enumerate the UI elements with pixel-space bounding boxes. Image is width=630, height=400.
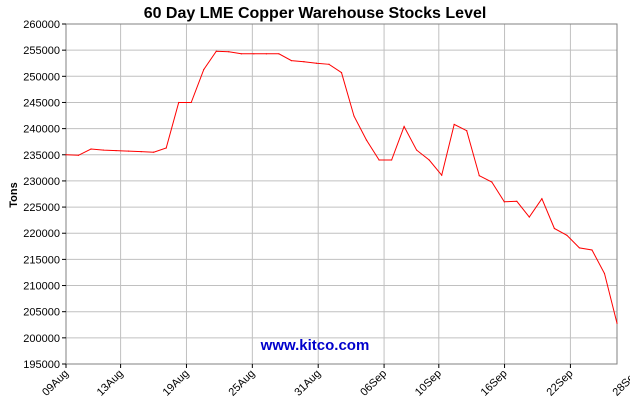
y-tick-label: 240000 xyxy=(23,124,60,136)
chart-title: 60 Day LME Copper Warehouse Stocks Level xyxy=(144,5,487,22)
data-point xyxy=(153,151,155,153)
data-point xyxy=(303,61,305,63)
data-point xyxy=(591,249,593,251)
y-tick-label: 260000 xyxy=(23,19,60,31)
data-point xyxy=(265,53,267,55)
y-tick-label: 235000 xyxy=(23,150,60,162)
data-point xyxy=(215,50,217,52)
data-point xyxy=(278,53,280,55)
data-point xyxy=(578,247,581,249)
data-point xyxy=(491,181,493,183)
y-axis-ticks: 195000 200000 205000 210000 215000 220000 2250… xyxy=(23,19,66,371)
data-point xyxy=(378,159,380,161)
data-point xyxy=(128,150,130,152)
data-point xyxy=(203,68,205,71)
data-point xyxy=(566,234,568,236)
data-point xyxy=(140,151,142,153)
y-tick-label: 255000 xyxy=(23,45,60,57)
data-point xyxy=(178,101,180,104)
y-tick-label: 200000 xyxy=(23,333,60,345)
data-point xyxy=(528,216,530,218)
data-point xyxy=(115,149,117,152)
y-tick-label: 250000 xyxy=(23,71,60,83)
data-point xyxy=(290,60,293,62)
y-tick-label: 195000 xyxy=(23,359,60,371)
data-point xyxy=(390,159,393,161)
data-point xyxy=(603,272,606,275)
data-point xyxy=(403,125,405,128)
data-point xyxy=(453,123,455,126)
data-point xyxy=(328,63,330,65)
y-axis-label: Tons xyxy=(8,182,20,207)
y-tick-label: 245000 xyxy=(23,97,60,109)
data-point xyxy=(102,149,105,151)
data-point xyxy=(240,53,242,55)
data-point xyxy=(90,148,92,150)
data-point xyxy=(353,115,355,117)
data-point xyxy=(365,139,368,141)
data-point xyxy=(516,200,518,202)
data-point xyxy=(553,227,555,230)
y-tick-label: 210000 xyxy=(23,281,60,293)
y-tick-label: 230000 xyxy=(23,176,60,188)
data-point xyxy=(77,154,80,156)
data-point xyxy=(165,147,167,149)
data-point xyxy=(428,159,430,161)
data-point xyxy=(340,72,343,74)
data-point xyxy=(441,174,443,176)
series-group xyxy=(65,50,618,324)
data-point xyxy=(541,198,543,200)
data-point xyxy=(416,149,418,151)
y-tick-label: 220000 xyxy=(23,228,60,240)
watermark-text: www.kitco.com xyxy=(260,337,370,354)
y-tick-label: 205000 xyxy=(23,307,60,319)
data-point xyxy=(503,201,505,203)
data-point xyxy=(466,130,468,132)
data-point xyxy=(65,154,67,156)
y-tick-label: 225000 xyxy=(23,202,60,214)
data-point xyxy=(190,101,192,104)
data-point xyxy=(228,51,230,53)
plot-frame xyxy=(65,23,618,365)
y-tick-label: 215000 xyxy=(23,254,60,266)
data-point xyxy=(616,322,618,324)
data-point xyxy=(315,62,318,64)
data-point xyxy=(478,175,480,177)
data-point xyxy=(253,53,255,55)
